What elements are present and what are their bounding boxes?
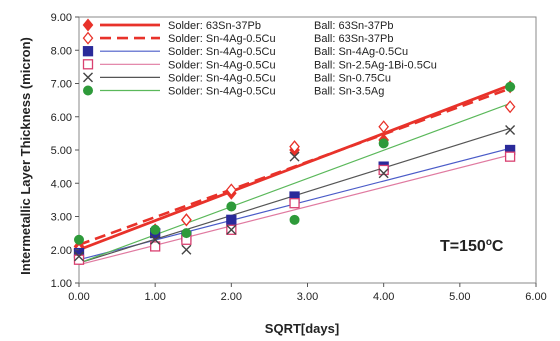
legend-solder-label: Solder: Sn-4Ag-0.5Cu bbox=[168, 33, 276, 45]
y-axis-label: Intermetallic Layer Thickness (micron) bbox=[18, 37, 33, 275]
series-5-points bbox=[74, 125, 516, 262]
x-tick-label: 2.00 bbox=[221, 291, 242, 303]
y-tick-label: 7.00 bbox=[51, 79, 72, 91]
data-point bbox=[226, 224, 237, 235]
legend: Solder: 63Sn-37Pb Ball: 63Sn-37PbSolder: … bbox=[82, 18, 437, 98]
x-marker-stroke bbox=[83, 72, 93, 83]
temperature-annotation-unit: C bbox=[492, 238, 504, 255]
data-point bbox=[74, 234, 84, 245]
data-point bbox=[181, 244, 192, 255]
y-tick-label: 3.00 bbox=[51, 212, 72, 224]
legend-solder-label: Solder: Sn-4Ag-0.5Cu bbox=[168, 86, 276, 98]
data-point bbox=[505, 125, 516, 136]
legend-ball-label: Ball: 63Sn-37Pb bbox=[314, 33, 394, 45]
legend-solder-label: Solder: Sn-4Ag-0.5Cu bbox=[168, 72, 276, 84]
y-tick-label: 9.00 bbox=[51, 12, 72, 24]
data-point bbox=[289, 198, 300, 209]
data-point bbox=[504, 151, 516, 162]
data-point bbox=[226, 214, 237, 225]
legend-marker bbox=[82, 46, 94, 57]
data-point bbox=[289, 214, 300, 225]
data-point bbox=[225, 183, 237, 197]
legend-marker bbox=[82, 59, 94, 70]
legend-marker bbox=[83, 85, 93, 96]
data-point bbox=[378, 120, 390, 134]
x-tick-label: 6.00 bbox=[525, 291, 546, 303]
temperature-annotation: T=150oC bbox=[440, 237, 504, 255]
x-axis-label: SQRT[days] bbox=[265, 321, 339, 336]
series-2-points bbox=[73, 100, 516, 257]
legend-solder-label: Solder: 63Sn-37Pb bbox=[168, 20, 261, 32]
legend-ball-label: Ball: Sn-3.5Ag bbox=[314, 86, 384, 98]
legend-entry-3: Solder: Sn-4Ag-0.5Cu Ball: Sn-4Ag-0.5Cu bbox=[82, 46, 408, 58]
data-point bbox=[150, 234, 161, 245]
axes: 0.00 1.00 2.00 3.00 4.00 5.00 6.001.002.003.00… bbox=[51, 12, 547, 303]
x-tick-label: 3.00 bbox=[297, 291, 318, 303]
y-tick-label: 4.00 bbox=[51, 178, 72, 190]
data-point bbox=[289, 151, 300, 162]
legend-marker bbox=[82, 31, 94, 45]
data-point bbox=[150, 241, 161, 252]
y-tick-label: 5.00 bbox=[51, 145, 72, 157]
data-point bbox=[181, 213, 192, 227]
y-tick-label: 8.00 bbox=[51, 45, 72, 57]
legend-solder-label: Solder: Sn-4Ag-0.5Cu bbox=[168, 46, 276, 58]
x-tick-label: 5.00 bbox=[449, 291, 470, 303]
legend-entry-5: Solder: Sn-4Ag-0.5Cu Ball: Sn-0.75Cu bbox=[83, 72, 391, 84]
temperature-annotation-main: T=150 bbox=[440, 238, 486, 255]
y-tick-label: 1.00 bbox=[51, 278, 72, 290]
x-marker-stroke bbox=[150, 234, 161, 245]
legend-ball-label: Ball: Sn-4Ag-0.5Cu bbox=[314, 46, 408, 58]
legend-ball-label: Ball: Sn-2.5Ag-1Bi-0.5Cu bbox=[314, 59, 437, 71]
temperature-annotation-degree: o bbox=[486, 237, 492, 248]
x-marker-stroke bbox=[74, 251, 84, 262]
data-point bbox=[378, 168, 389, 179]
y-tick-label: 6.00 bbox=[51, 112, 72, 124]
legend-entry-6: Solder: Sn-4Ag-0.5Cu Ball: Sn-3.5Ag bbox=[83, 85, 384, 98]
legend-entry-2: Solder: Sn-4Ag-0.5Cu Ball: 63Sn-37Pb bbox=[82, 31, 394, 45]
data-point bbox=[505, 81, 516, 92]
data-points bbox=[73, 80, 516, 265]
data-point bbox=[504, 100, 516, 114]
legend-solder-label: Solder: Sn-4Ag-0.5Cu bbox=[168, 59, 276, 71]
fit-line-series-2 bbox=[78, 87, 511, 246]
legend-entry-4: Solder: Sn-4Ag-0.5Cu Ball: Sn-2.5Ag-1Bi-0… bbox=[82, 59, 437, 71]
data-point bbox=[289, 140, 300, 154]
legend-ball-label: Ball: Sn-0.75Cu bbox=[314, 72, 391, 84]
x-marker-stroke bbox=[181, 244, 192, 255]
x-marker-stroke bbox=[378, 168, 389, 179]
legend-entry-1: Solder: 63Sn-37Pb Ball: 63Sn-37Pb bbox=[82, 18, 394, 32]
data-point bbox=[150, 224, 161, 235]
data-point bbox=[73, 254, 85, 265]
data-point bbox=[378, 138, 389, 149]
legend-ball-label: Ball: 63Sn-37Pb bbox=[314, 20, 394, 32]
x-marker-stroke bbox=[505, 125, 516, 136]
data-point bbox=[378, 164, 389, 176]
x-marker-stroke bbox=[226, 224, 237, 235]
series-6-points bbox=[74, 81, 516, 245]
x-tick-label: 0.00 bbox=[68, 291, 89, 303]
x-tick-label: 4.00 bbox=[373, 291, 394, 303]
legend-marker bbox=[82, 18, 94, 32]
legend-marker bbox=[83, 72, 93, 83]
x-tick-label: 1.00 bbox=[144, 291, 165, 303]
y-tick-label: 2.00 bbox=[51, 245, 72, 257]
x-marker-stroke bbox=[289, 151, 300, 162]
data-point bbox=[226, 201, 237, 212]
data-point bbox=[181, 228, 192, 239]
data-point bbox=[74, 251, 84, 262]
